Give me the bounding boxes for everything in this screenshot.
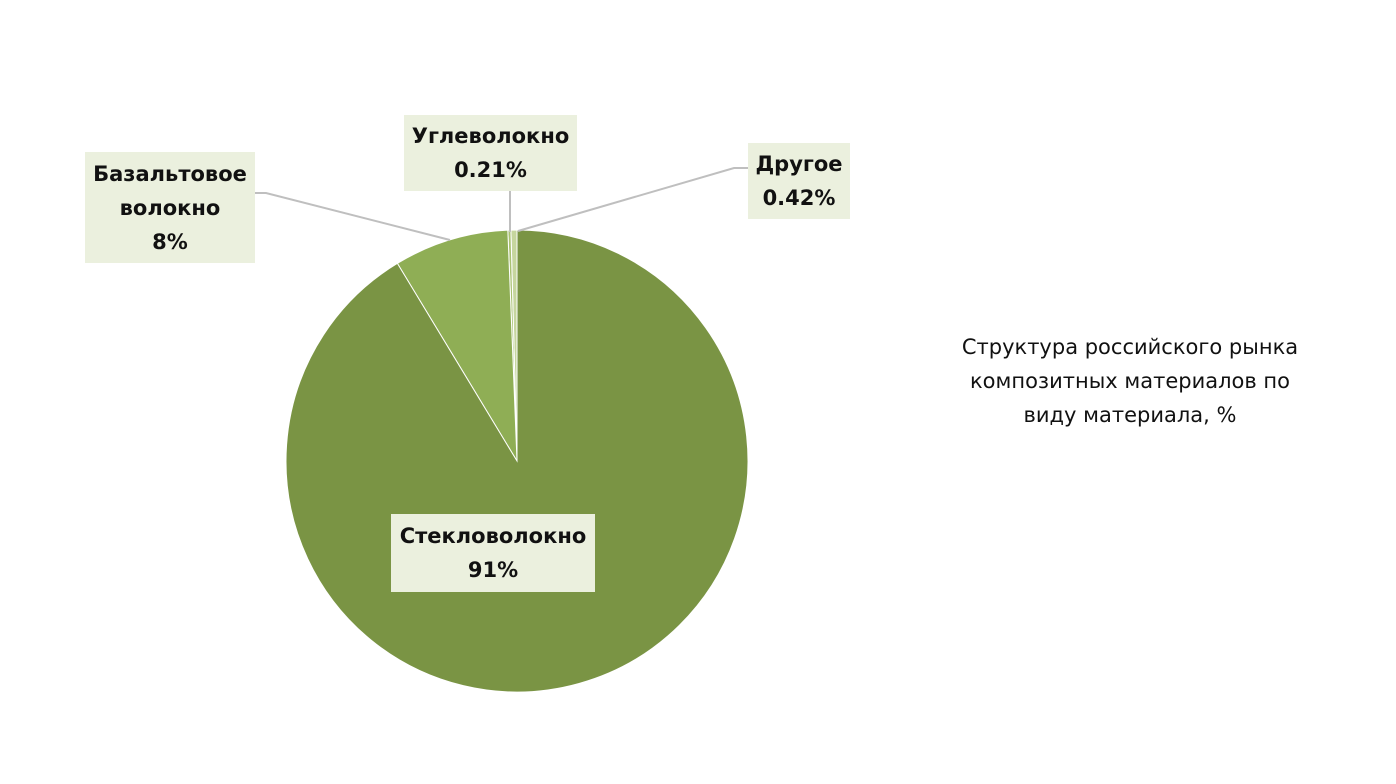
data-label: Углеволокно 0.21%: [404, 115, 577, 191]
category-label: Углеволокно: [411, 124, 570, 148]
leader-line: [517, 167, 748, 232]
pie-slice: [285, 229, 749, 693]
value-label: 8%: [152, 229, 188, 254]
leader-lines: [255, 167, 748, 241]
value-label: 91%: [467, 558, 519, 582]
category-label: Стекловолокно: [399, 524, 587, 548]
data-label: Базальтовое волокно 8%: [85, 152, 255, 263]
data-label: Другое 0.42%: [748, 143, 850, 219]
pie-slice: [396, 229, 518, 462]
value-label: 0.21%: [454, 158, 527, 182]
category-label: Базальтовое волокно: [93, 161, 247, 220]
chart-title: Структура российского рынка композитных …: [961, 335, 1299, 427]
leader-line: [255, 192, 451, 241]
value-label: 0.42%: [762, 186, 836, 210]
category-label: Другое: [755, 152, 843, 176]
data-label: Стекловолокно 91%: [391, 514, 595, 592]
